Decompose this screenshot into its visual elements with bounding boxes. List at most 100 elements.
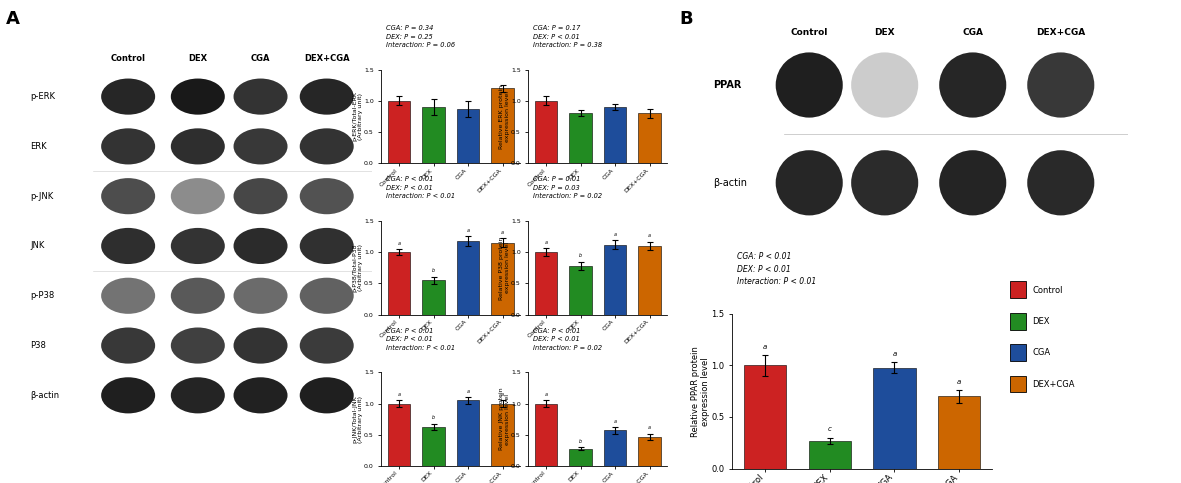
Bar [1010, 313, 1026, 329]
Text: DEX: DEX [1032, 317, 1050, 326]
Text: Control: Control [111, 54, 145, 63]
Text: JNK: JNK [31, 242, 45, 251]
Y-axis label: Relative P38 protein
expression level: Relative P38 protein expression level [498, 236, 510, 299]
Bar [387, 252, 410, 315]
Text: DEX: DEX [188, 54, 208, 63]
Text: CGA: P < 0.01
DEX: P < 0.01
Interaction: P < 0.01: CGA: P < 0.01 DEX: P < 0.01 Interaction:… [386, 328, 455, 351]
Text: CGA: P < 0.01
DEX: P < 0.01
Interaction: P < 0.01: CGA: P < 0.01 DEX: P < 0.01 Interaction:… [737, 253, 817, 286]
Ellipse shape [171, 327, 224, 364]
Text: a: a [466, 228, 470, 233]
Text: a: a [398, 392, 400, 398]
Bar [1010, 376, 1026, 392]
Y-axis label: Relative PPAR protein
expression level: Relative PPAR protein expression level [691, 346, 710, 437]
Text: Control: Control [1032, 285, 1063, 295]
Ellipse shape [102, 128, 155, 164]
Ellipse shape [939, 53, 1006, 117]
Bar [874, 368, 915, 469]
Text: CGA: P = 0.17
DEX: P < 0.01
Interaction: P = 0.38: CGA: P = 0.17 DEX: P < 0.01 Interaction:… [533, 25, 602, 48]
Bar [491, 243, 514, 315]
Bar [744, 366, 787, 469]
Bar [387, 101, 410, 163]
Text: a: a [893, 351, 896, 357]
Ellipse shape [171, 228, 224, 264]
Ellipse shape [300, 178, 354, 214]
Bar [387, 403, 410, 466]
Text: DEX+CGA: DEX+CGA [1032, 380, 1075, 389]
Ellipse shape [102, 278, 155, 314]
Text: p-P38: p-P38 [31, 291, 54, 300]
Bar [423, 426, 445, 466]
Text: β-actin: β-actin [713, 178, 746, 188]
Bar [491, 88, 514, 163]
Ellipse shape [234, 228, 287, 264]
Text: β-actin: β-actin [31, 391, 60, 400]
Text: a: a [544, 241, 548, 245]
Text: a: a [614, 232, 616, 237]
Bar [569, 114, 592, 163]
Bar [569, 266, 592, 315]
Text: ERK: ERK [31, 142, 47, 151]
Bar [457, 241, 479, 315]
Bar [603, 245, 626, 315]
Bar [491, 403, 514, 466]
Text: b: b [579, 439, 582, 443]
Text: DEX+CGA: DEX+CGA [1036, 28, 1085, 38]
Ellipse shape [300, 128, 354, 164]
Y-axis label: p-P38/Total-P38
(Arbitrary unit): p-P38/Total-P38 (Arbitrary unit) [352, 243, 363, 292]
Ellipse shape [939, 150, 1006, 215]
Ellipse shape [171, 278, 224, 314]
Text: B: B [679, 10, 693, 28]
Ellipse shape [852, 150, 919, 215]
Ellipse shape [852, 53, 919, 117]
Text: CGA: CGA [250, 54, 270, 63]
Text: a: a [957, 379, 961, 385]
Bar [535, 101, 557, 163]
Text: p-JNK: p-JNK [31, 192, 54, 200]
Y-axis label: p-ERK/Total-ERK
(Arbitrary unit): p-ERK/Total-ERK (Arbitrary unit) [352, 91, 363, 142]
Bar [603, 430, 626, 466]
Text: a: a [398, 241, 400, 246]
Bar [535, 252, 557, 315]
Ellipse shape [102, 327, 155, 364]
Text: PPAR: PPAR [713, 80, 742, 90]
Text: Control: Control [790, 28, 828, 38]
Ellipse shape [300, 327, 354, 364]
Bar [639, 114, 661, 163]
Y-axis label: p-JNK/Total-JNK
(Arbitrary unit): p-JNK/Total-JNK (Arbitrary unit) [352, 395, 363, 443]
Text: a: a [544, 392, 548, 398]
Text: DEX: DEX [874, 28, 895, 38]
Bar [938, 397, 980, 469]
Text: b: b [432, 415, 435, 420]
Text: CGA: P = 0.34
DEX: P = 0.25
Interaction: P = 0.06: CGA: P = 0.34 DEX: P = 0.25 Interaction:… [386, 25, 455, 48]
Bar [457, 400, 479, 466]
Bar [1010, 281, 1026, 298]
Ellipse shape [300, 278, 354, 314]
Y-axis label: Relative JNK protein
expression level: Relative JNK protein expression level [498, 388, 510, 451]
Text: b: b [432, 269, 435, 273]
Bar [423, 280, 445, 315]
Text: a: a [648, 426, 651, 430]
Ellipse shape [171, 79, 224, 114]
Bar [535, 403, 557, 466]
Bar [639, 246, 661, 315]
Text: CGA: P < 0.01
DEX: P < 0.01
Interaction: P < 0.01: CGA: P < 0.01 DEX: P < 0.01 Interaction:… [386, 176, 455, 199]
Ellipse shape [300, 228, 354, 264]
Ellipse shape [776, 150, 843, 215]
Ellipse shape [102, 79, 155, 114]
Ellipse shape [171, 377, 224, 413]
Text: a: a [501, 230, 504, 235]
Ellipse shape [102, 377, 155, 413]
Text: b: b [579, 254, 582, 258]
Text: P38: P38 [31, 341, 46, 350]
Ellipse shape [234, 79, 287, 114]
Bar [639, 437, 661, 466]
Ellipse shape [234, 178, 287, 214]
Ellipse shape [171, 128, 224, 164]
Text: c: c [828, 426, 831, 432]
Ellipse shape [234, 327, 287, 364]
Text: CGA: CGA [1032, 348, 1050, 357]
Text: a: a [648, 233, 651, 239]
Ellipse shape [776, 53, 843, 117]
Ellipse shape [300, 377, 354, 413]
Y-axis label: Relative ERK protein
expression level: Relative ERK protein expression level [498, 85, 510, 149]
